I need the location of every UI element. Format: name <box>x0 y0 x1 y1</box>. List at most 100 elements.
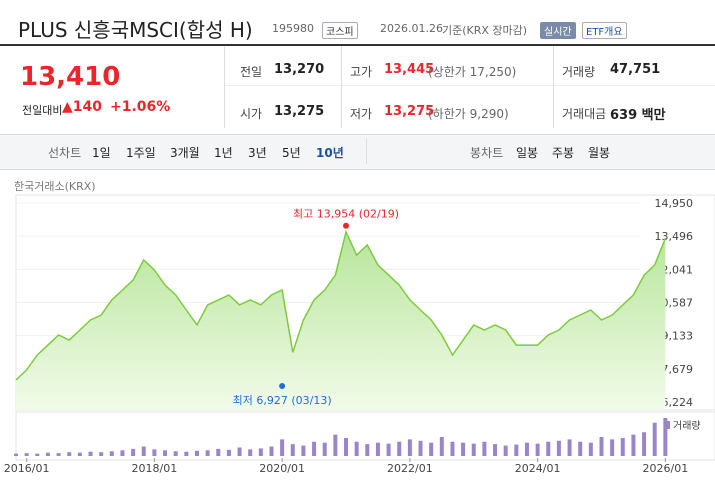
volume-bar <box>194 450 199 456</box>
volume-bar <box>567 439 572 456</box>
info-note: (상한가 17,250) <box>428 65 517 79</box>
volume-bar <box>67 452 72 456</box>
change-label: 전일대비 <box>22 104 63 117</box>
volume-bar <box>365 444 370 456</box>
change-pct: +1.06% <box>110 99 171 115</box>
info-label: 거래량 <box>562 65 596 79</box>
basis: 기준(KRX 장마감) <box>442 24 528 37</box>
divider <box>0 44 715 46</box>
x-tick-label: 2018/01 <box>132 462 178 475</box>
volume-bar <box>482 441 487 456</box>
candle-tab[interactable]: 일봉 <box>516 146 539 160</box>
period-tab[interactable]: 5년 <box>282 146 301 160</box>
volume-bar <box>642 432 647 456</box>
y-tick-label: 14,950 <box>655 197 694 210</box>
volume-bar <box>312 441 317 456</box>
volume-bar <box>205 450 210 456</box>
period-tab[interactable]: 10년 <box>316 146 344 160</box>
divider <box>341 46 342 128</box>
y-tick-label: 7,679 <box>662 363 694 376</box>
period-tab[interactable]: 1일 <box>92 146 111 160</box>
divider <box>553 46 554 128</box>
volume-bar <box>109 451 114 456</box>
x-tick-label: 2022/01 <box>387 462 433 475</box>
period-tab[interactable]: 1년 <box>214 146 233 160</box>
volume-bar <box>280 439 285 456</box>
volume-bar <box>77 452 82 456</box>
volume-bar <box>407 439 412 456</box>
volume-bar <box>163 450 168 456</box>
info-value: 13,275 <box>384 104 435 119</box>
x-tick-label: 2024/01 <box>515 462 561 475</box>
volume-bar <box>173 451 178 456</box>
realtime-badge[interactable]: 실시간 <box>540 22 576 39</box>
volume-bar <box>631 434 636 456</box>
info-label: 저가 <box>350 107 373 121</box>
volume-bar <box>418 440 423 456</box>
x-tick-label: 2026/01 <box>643 462 689 475</box>
period-tab[interactable]: 3년 <box>248 146 267 160</box>
annotation-dot <box>343 222 349 229</box>
info-value: 13,270 <box>274 62 325 77</box>
volume-bar <box>35 453 40 456</box>
volume-bar <box>237 447 242 456</box>
volume-bar <box>269 446 274 456</box>
volume-bar <box>290 444 295 456</box>
candle-chart-label: 봉차트 <box>470 146 504 160</box>
change: ▲140 <box>62 99 102 115</box>
volume-bar <box>344 437 348 456</box>
title: PLUS 신흥국MSCI(합성 H) <box>18 18 253 42</box>
info-note: (하한가 9,290) <box>428 107 509 121</box>
volume-bar <box>375 442 380 456</box>
period-tab[interactable]: 3개월 <box>170 146 200 160</box>
volume-bar <box>386 443 391 456</box>
volume-bar <box>14 453 18 456</box>
divider <box>224 46 225 128</box>
volume-bar <box>248 449 253 456</box>
y-tick-label: 13,496 <box>655 230 694 243</box>
y-tick-label: 6,224 <box>662 396 694 409</box>
row-divider <box>225 85 715 86</box>
source: 한국거래소(KRX) <box>14 180 96 193</box>
info-label: 고가 <box>350 65 373 79</box>
volume-bar <box>535 443 540 456</box>
info-value: 13,275 <box>274 104 325 119</box>
volume-bar <box>397 441 402 456</box>
market: 코스피 <box>322 22 358 39</box>
divider <box>366 138 367 164</box>
x-tick-label: 2020/01 <box>259 462 305 475</box>
info-value: 47,751 <box>610 62 661 77</box>
volume-frame <box>15 411 715 461</box>
etf-badge[interactable]: ETF개요 <box>582 22 627 39</box>
volume-bar <box>663 418 668 456</box>
candle-tab[interactable]: 월봉 <box>588 146 611 160</box>
volume-bar <box>354 441 359 456</box>
candle-tab[interactable]: 주봉 <box>552 146 575 160</box>
y-tick-label: 9,133 <box>662 330 694 343</box>
current-price: 13,410 <box>20 62 121 92</box>
info-value: 13,445 <box>384 62 435 77</box>
volume-bar <box>599 437 604 456</box>
volume-bar <box>226 449 231 456</box>
volume-bar <box>333 434 338 456</box>
volume-bar <box>503 445 508 456</box>
volume-bar <box>546 441 551 456</box>
volume-bar <box>184 451 189 456</box>
area-fill <box>16 232 666 410</box>
legend-swatch <box>667 421 670 429</box>
volume-bar <box>556 440 561 456</box>
volume-bar <box>301 445 306 456</box>
volume-bar <box>141 446 146 456</box>
volume-bar <box>99 452 104 456</box>
volume-bar <box>620 437 625 456</box>
volume-bar <box>610 439 615 456</box>
volume-bar <box>24 453 29 456</box>
volume-bar <box>524 442 529 456</box>
info-label: 전일 <box>240 65 263 79</box>
volume-bar <box>429 442 434 456</box>
annotation-dot <box>279 382 286 389</box>
volume-bar <box>578 441 583 456</box>
period-tab[interactable]: 1주일 <box>126 146 156 160</box>
info-label: 거래대금 <box>562 107 607 121</box>
